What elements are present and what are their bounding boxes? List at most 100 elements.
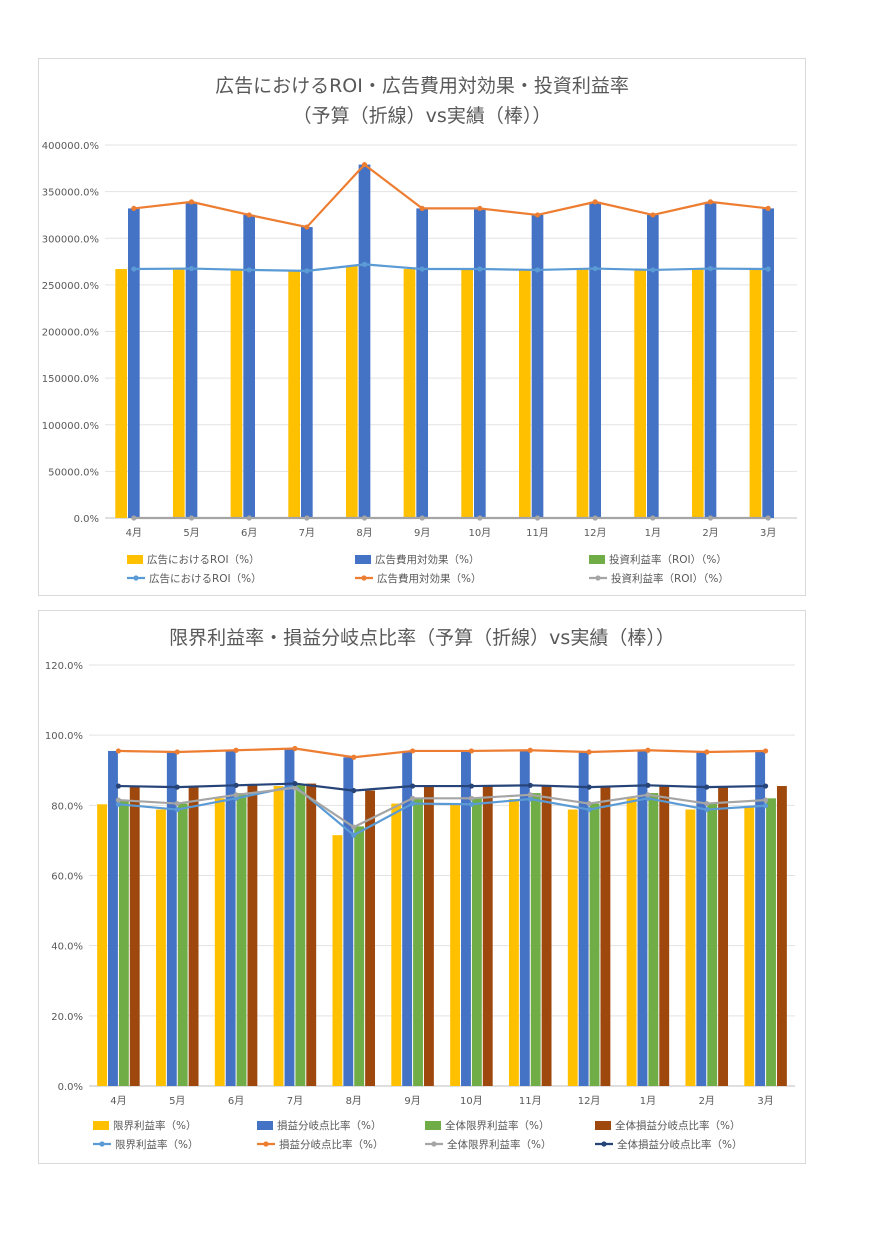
- x-tick-label: 12月: [578, 1095, 601, 1107]
- chart-title: 限界利益率・損益分岐点比率（予算（折線）vs実績（棒））: [169, 627, 675, 649]
- bar: [567, 809, 578, 1086]
- legend-swatch: [589, 555, 605, 564]
- line-point: [292, 745, 298, 752]
- bar: [416, 208, 429, 518]
- bar: [531, 214, 544, 518]
- bar: [97, 804, 108, 1086]
- y-tick-label: 80.0%: [51, 801, 83, 812]
- x-tick-label: 4月: [126, 527, 142, 539]
- y-tick-label: 300000.0%: [42, 234, 99, 245]
- legend-marker: [263, 1141, 269, 1147]
- x-tick-label: 8月: [356, 527, 372, 539]
- series-line: [118, 784, 766, 837]
- line-point: [477, 205, 483, 212]
- x-tick-label: 2月: [702, 527, 718, 539]
- y-tick-label: 20.0%: [51, 1012, 83, 1023]
- bar: [243, 214, 256, 518]
- chart-svg-roi: 0.0% 50000.0% 100000.0% 150000.0% 200000.0% 2…: [42, 141, 797, 585]
- legend-label: 全体損益分岐点比率（%）: [615, 1119, 740, 1132]
- bar: [284, 748, 295, 1086]
- x-tick-label: 9月: [404, 1095, 420, 1107]
- bar: [518, 269, 531, 518]
- bar: [247, 785, 258, 1086]
- line-point: [645, 792, 651, 798]
- x-tick-label: 10月: [460, 1095, 483, 1107]
- line-point: [131, 205, 137, 212]
- x-tick-label: 8月: [346, 1095, 362, 1107]
- y-tick-label: 100000.0%: [42, 421, 99, 432]
- bar: [707, 803, 718, 1086]
- bar: [177, 803, 188, 1086]
- bar: [519, 750, 530, 1086]
- line-point: [351, 824, 357, 830]
- bar: [718, 787, 729, 1086]
- x-tick-label: 9月: [414, 527, 430, 539]
- line-point: [477, 266, 483, 272]
- bar: [354, 826, 365, 1086]
- x-tick-label: 3月: [760, 527, 776, 539]
- legend-label: 全体限界利益率（%）: [447, 1138, 551, 1151]
- line-point: [704, 806, 710, 813]
- line-point: [650, 267, 656, 273]
- bar: [343, 757, 354, 1086]
- line-point: [351, 754, 357, 760]
- bar: [115, 269, 127, 518]
- bar: [541, 785, 552, 1086]
- line-point: [707, 265, 714, 272]
- y-tick-label: 120.0%: [45, 661, 83, 672]
- bar: [691, 268, 704, 518]
- series-line: [118, 782, 766, 792]
- line-point: [645, 747, 651, 753]
- bar: [646, 214, 659, 518]
- x-tick-label: 11月: [526, 527, 549, 539]
- chart-panel-margin: 限界利益率・損益分岐点比率（予算（折線）vs実績（棒）） 0.0% 20.0% 40…: [38, 610, 806, 1164]
- chart-panel-roi: 広告におけるROI・広告費用対効果・投資利益率 （予算（折線）vs実績（棒）） …: [38, 58, 806, 596]
- legend-marker: [601, 1141, 607, 1147]
- x-tick-label: 4月: [110, 1095, 126, 1107]
- line-point: [409, 795, 416, 801]
- x-tick-label: 12月: [584, 527, 607, 539]
- y-tick-label: 350000.0%: [42, 188, 99, 199]
- legend-label: 投資利益率（ROI）（%）: [611, 572, 729, 585]
- legend-label: 損益分岐点比率（%）: [277, 1119, 381, 1132]
- x-tick-label: 11月: [519, 1095, 542, 1107]
- line-point: [762, 748, 769, 754]
- bar: [766, 798, 776, 1086]
- y-tick-label: 50000.0%: [48, 467, 99, 478]
- bar: [108, 750, 118, 1086]
- legend-label: 広告費用対効果（%）: [375, 553, 479, 566]
- line-point: [592, 265, 598, 272]
- x-tick-label: 7月: [287, 1095, 303, 1107]
- legend-swatch: [93, 1121, 109, 1130]
- legend-marker: [133, 575, 139, 581]
- bar: [589, 803, 600, 1086]
- line-point: [233, 747, 239, 753]
- bar: [129, 786, 140, 1086]
- line-point: [704, 784, 710, 790]
- x-tick-label: 5月: [183, 527, 199, 539]
- line-point: [361, 261, 368, 267]
- line-point: [131, 266, 137, 272]
- line-point: [586, 784, 592, 790]
- bar: [696, 752, 707, 1086]
- line-point: [351, 787, 357, 794]
- legend-swatch: [355, 555, 371, 564]
- legend-swatch: [257, 1121, 273, 1130]
- bar: [413, 798, 423, 1086]
- line-point: [246, 212, 252, 218]
- y-tick-label: 250000.0%: [42, 281, 99, 292]
- line-point: [586, 806, 592, 813]
- bar: [685, 809, 696, 1086]
- series-line: [133, 263, 769, 272]
- bar: [332, 835, 343, 1086]
- line-point: [765, 205, 771, 212]
- bar: [473, 208, 486, 518]
- bar: [744, 807, 755, 1086]
- bar: [423, 786, 434, 1086]
- line-point: [174, 806, 180, 813]
- bar: [471, 798, 482, 1086]
- bar: [230, 269, 243, 518]
- line-point: [645, 782, 651, 788]
- x-tick-label: 5月: [169, 1095, 185, 1107]
- bar: [659, 785, 670, 1086]
